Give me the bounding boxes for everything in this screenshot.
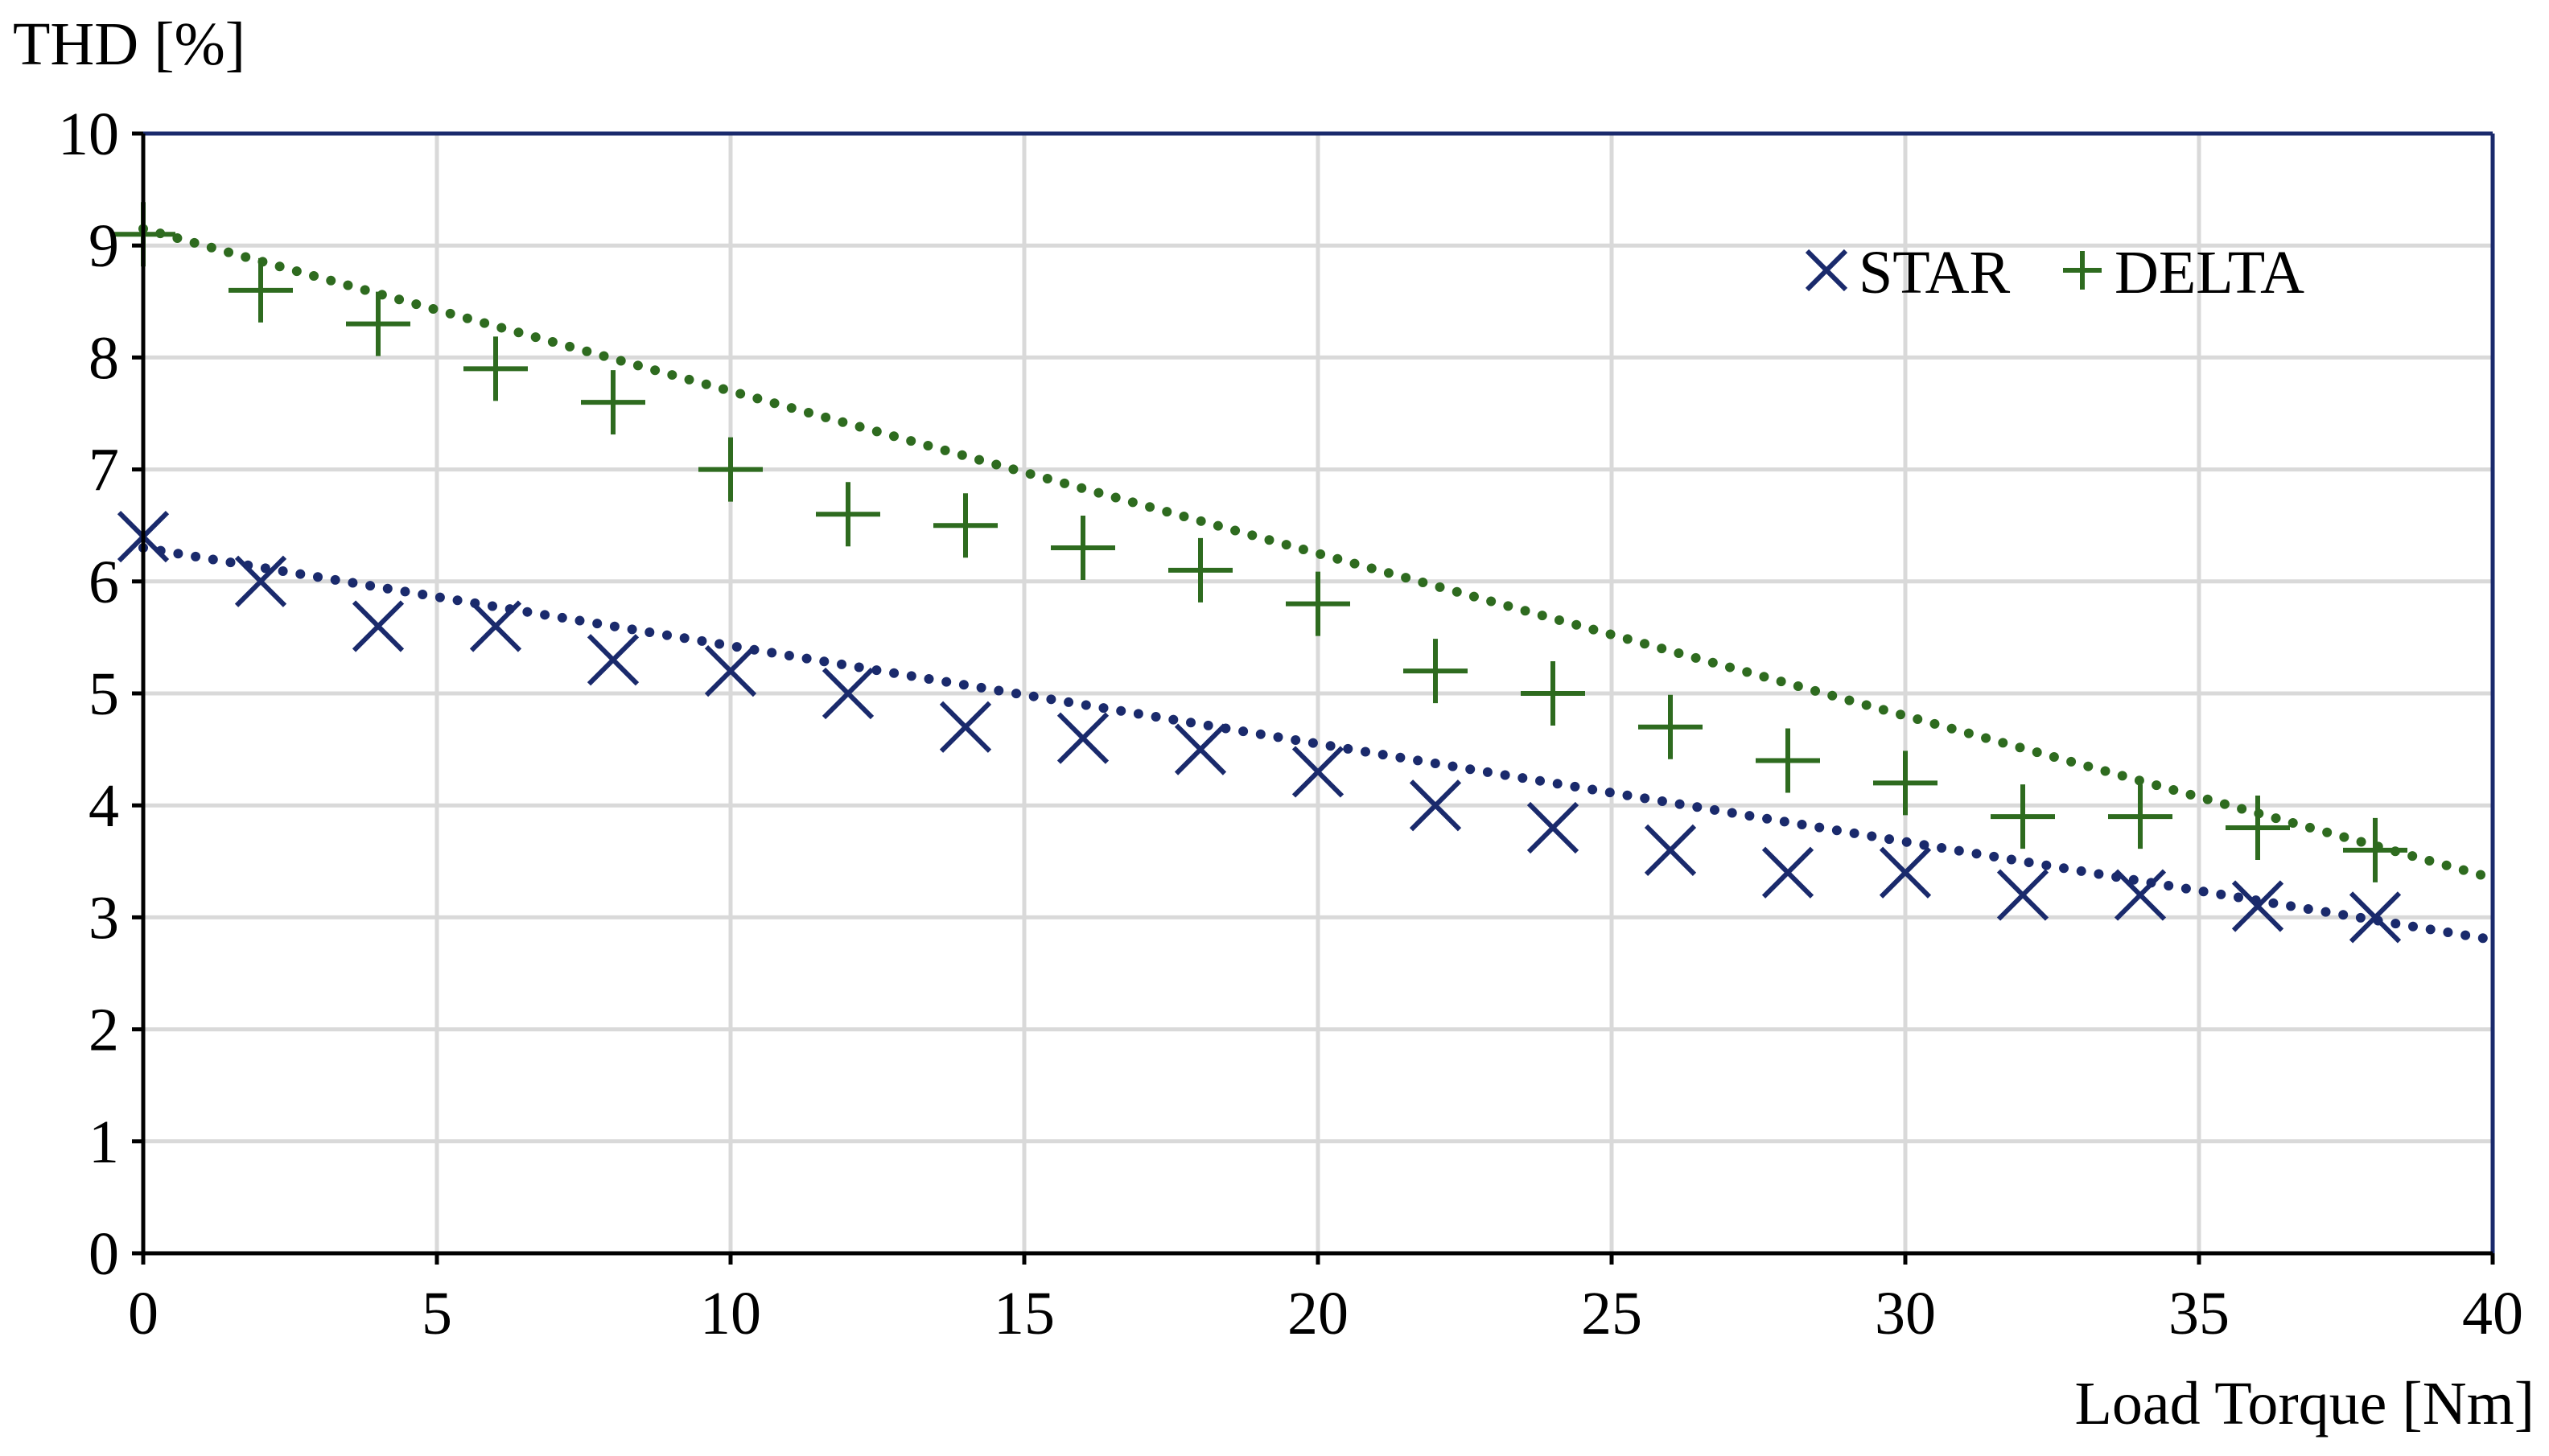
delta-point	[2226, 796, 2290, 861]
star-point	[1996, 869, 2049, 921]
delta-point	[698, 437, 763, 502]
x-tick-label: 25	[1581, 1280, 1642, 1347]
delta-point	[1051, 516, 1115, 581]
marker-stroke	[2349, 891, 2402, 944]
star-trendline	[138, 543, 2498, 945]
y-tick-label: 4	[89, 772, 119, 840]
delta-point	[1756, 728, 1820, 793]
x-tick-label: 5	[422, 1280, 452, 1347]
marker-stroke	[1761, 846, 1814, 899]
y-tick-label: 3	[89, 884, 119, 952]
star-point	[1291, 746, 1345, 798]
y-axis-label: THD [%]	[13, 10, 245, 78]
marker-stroke	[352, 600, 405, 652]
star-point	[1526, 801, 1579, 854]
delta-point	[933, 493, 998, 558]
star-point	[352, 600, 405, 652]
delta-point	[1991, 784, 2055, 849]
marker-stroke	[469, 600, 522, 652]
y-tick-label: 6	[89, 549, 119, 616]
data-markers	[111, 202, 2407, 944]
delta-point	[1168, 537, 1233, 603]
delta-point	[463, 336, 528, 401]
y-tick-label: 10	[58, 101, 119, 168]
star-point	[587, 634, 640, 686]
legend-delta-icon	[2063, 251, 2102, 290]
marker-stroke	[1409, 779, 1462, 832]
x-tick-label: 20	[1287, 1280, 1349, 1347]
delta-point	[229, 257, 293, 323]
star-point	[2114, 869, 2167, 921]
x-tick-label: 0	[128, 1280, 159, 1347]
y-tick-label: 9	[89, 212, 119, 280]
marker-stroke	[1879, 846, 1932, 899]
star-point	[1879, 846, 1932, 899]
marker-stroke	[704, 645, 757, 697]
marker-stroke	[1805, 249, 1848, 292]
marker-stroke	[1996, 869, 2049, 921]
delta-point	[1286, 571, 1350, 636]
marker-stroke	[1056, 712, 1110, 764]
marker-stroke	[822, 667, 875, 720]
star-point	[1644, 824, 1697, 877]
star-point	[2231, 880, 2284, 932]
plot-frame	[132, 131, 2495, 1265]
x-tick-label: 40	[2462, 1280, 2523, 1347]
star-point	[2349, 891, 2402, 944]
star-point	[704, 645, 757, 697]
x-axis-label: Load Torque [Nm]	[2074, 1370, 2535, 1437]
legend-star-label: STAR	[1859, 239, 2010, 306]
star-point	[822, 667, 875, 720]
marker-stroke	[939, 701, 992, 753]
star-point	[1761, 846, 1814, 899]
marker-stroke	[234, 555, 287, 607]
delta-point	[2343, 817, 2407, 882]
star-point	[234, 555, 287, 607]
star-point	[1056, 712, 1110, 764]
legend-star-icon	[1805, 249, 1848, 292]
star-point	[469, 600, 522, 652]
delta-point	[1521, 661, 1585, 726]
delta-point	[581, 370, 645, 435]
marker-stroke	[1174, 723, 1227, 775]
marker-stroke	[587, 634, 640, 686]
star-point	[1409, 779, 1462, 832]
trendlines	[138, 224, 2498, 945]
y-tick-label: 8	[89, 324, 119, 392]
marker-stroke	[1644, 824, 1697, 877]
tick-labels: 0 1 2 3 4 5 6 7 8 9 10 0 5 10 15 20 25 30 35 40	[58, 101, 2523, 1347]
x-tick-label: 30	[1875, 1280, 1936, 1347]
legend: STAR DELTA	[1805, 239, 2304, 306]
delta-point	[1403, 639, 1468, 704]
delta-point	[1873, 751, 1937, 816]
delta-trendline	[138, 224, 2498, 883]
delta-point	[2108, 784, 2172, 849]
delta-point	[816, 482, 880, 547]
x-tick-label: 10	[700, 1280, 761, 1347]
y-tick-label: 5	[89, 660, 119, 728]
x-tick-label: 15	[994, 1280, 1055, 1347]
marker-stroke	[2114, 869, 2167, 921]
y-tick-label: 0	[89, 1220, 119, 1288]
marker-stroke	[1291, 746, 1345, 798]
legend-delta-label: DELTA	[2115, 239, 2304, 306]
y-tick-label: 1	[89, 1108, 119, 1176]
x-tick-label: 35	[2168, 1280, 2230, 1347]
star-point	[1174, 723, 1227, 775]
delta-point	[346, 291, 410, 356]
y-tick-label: 2	[89, 997, 119, 1064]
marker-stroke	[1526, 801, 1579, 854]
marker-stroke	[2231, 880, 2284, 932]
star-point	[939, 701, 992, 753]
y-tick-label: 7	[89, 437, 119, 504]
delta-point	[1638, 694, 1703, 759]
